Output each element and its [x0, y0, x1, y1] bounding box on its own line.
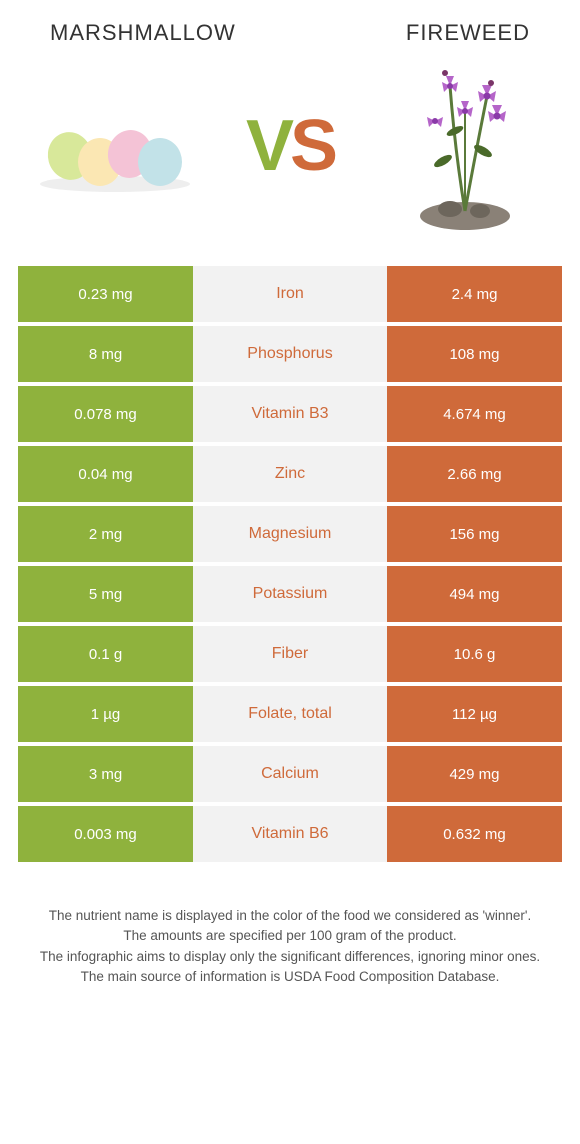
- images-row: VS: [0, 56, 580, 266]
- marshmallow-image: [30, 56, 200, 236]
- table-row: 0.04 mgZinc2.66 mg: [18, 446, 562, 502]
- title-right: Fireweed: [406, 20, 530, 46]
- nutrient-name: Vitamin B6: [193, 806, 387, 862]
- table-row: 0.1 gFiber10.6 g: [18, 626, 562, 682]
- footer-text: The nutrient name is displayed in the co…: [0, 866, 580, 987]
- footer-line-1: The nutrient name is displayed in the co…: [30, 906, 550, 926]
- right-value: 2.66 mg: [387, 446, 562, 502]
- table-row: 0.23 mgIron2.4 mg: [18, 266, 562, 322]
- table-row: 1 µgFolate, total112 µg: [18, 686, 562, 742]
- right-value: 108 mg: [387, 326, 562, 382]
- table-row: 5 mgPotassium494 mg: [18, 566, 562, 622]
- right-value: 2.4 mg: [387, 266, 562, 322]
- nutrient-name: Zinc: [193, 446, 387, 502]
- nutrient-name: Potassium: [193, 566, 387, 622]
- right-value: 4.674 mg: [387, 386, 562, 442]
- nutrient-name: Magnesium: [193, 506, 387, 562]
- left-value: 3 mg: [18, 746, 193, 802]
- left-value: 0.23 mg: [18, 266, 193, 322]
- right-value: 429 mg: [387, 746, 562, 802]
- nutrient-name: Vitamin B3: [193, 386, 387, 442]
- right-value: 112 µg: [387, 686, 562, 742]
- left-value: 2 mg: [18, 506, 193, 562]
- table-row: 0.003 mgVitamin B60.632 mg: [18, 806, 562, 862]
- header-row: Marshmallow Fireweed: [0, 0, 580, 56]
- right-value: 494 mg: [387, 566, 562, 622]
- fireweed-image: [380, 56, 550, 236]
- left-value: 0.04 mg: [18, 446, 193, 502]
- nutrient-name: Iron: [193, 266, 387, 322]
- nutrient-table: 0.23 mgIron2.4 mg8 mgPhosphorus108 mg0.0…: [18, 266, 562, 862]
- left-value: 0.003 mg: [18, 806, 193, 862]
- table-row: 3 mgCalcium429 mg: [18, 746, 562, 802]
- nutrient-name: Phosphorus: [193, 326, 387, 382]
- right-value: 10.6 g: [387, 626, 562, 682]
- right-value: 156 mg: [387, 506, 562, 562]
- left-value: 0.078 mg: [18, 386, 193, 442]
- title-left: Marshmallow: [50, 20, 236, 46]
- left-value: 1 µg: [18, 686, 193, 742]
- left-value: 5 mg: [18, 566, 193, 622]
- nutrient-name: Fiber: [193, 626, 387, 682]
- vs-v: V: [246, 106, 290, 186]
- table-row: 8 mgPhosphorus108 mg: [18, 326, 562, 382]
- footer-line-4: The main source of information is USDA F…: [30, 967, 550, 987]
- footer-line-2: The amounts are specified per 100 gram o…: [30, 926, 550, 946]
- vs-s: S: [290, 106, 334, 186]
- table-row: 0.078 mgVitamin B34.674 mg: [18, 386, 562, 442]
- left-value: 0.1 g: [18, 626, 193, 682]
- nutrient-name: Calcium: [193, 746, 387, 802]
- table-row: 2 mgMagnesium156 mg: [18, 506, 562, 562]
- nutrient-name: Folate, total: [193, 686, 387, 742]
- right-value: 0.632 mg: [387, 806, 562, 862]
- footer-line-3: The infographic aims to display only the…: [30, 947, 550, 967]
- left-value: 8 mg: [18, 326, 193, 382]
- vs-label: VS: [246, 105, 334, 187]
